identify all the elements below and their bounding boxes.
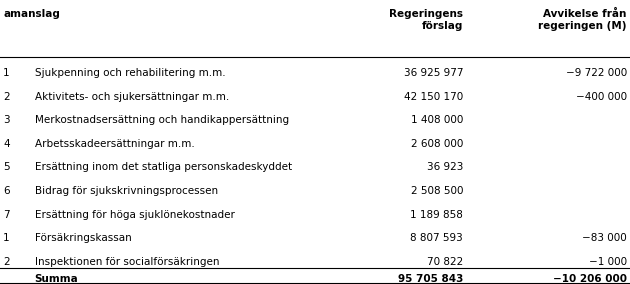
Text: Försäkringskassan: Försäkringskassan (35, 233, 132, 243)
Text: 5: 5 (3, 162, 10, 172)
Text: 1 189 858: 1 189 858 (410, 210, 463, 220)
Text: 6: 6 (3, 186, 10, 196)
Text: 8 807 593: 8 807 593 (410, 233, 463, 243)
Text: Avvikelse från
regeringen (M): Avvikelse från regeringen (M) (539, 9, 627, 31)
Text: Merkostnadsersättning och handikappersättning: Merkostnadsersättning och handikappersät… (35, 115, 289, 125)
Text: 2 608 000: 2 608 000 (411, 139, 463, 149)
Text: 1: 1 (3, 233, 10, 243)
Text: −83 000: −83 000 (582, 233, 627, 243)
Text: amanslag: amanslag (3, 9, 60, 18)
Text: Sjukpenning och rehabilitering m.m.: Sjukpenning och rehabilitering m.m. (35, 68, 226, 78)
Text: 70 822: 70 822 (427, 257, 463, 267)
Text: −10 206 000: −10 206 000 (553, 274, 627, 284)
Text: 2 508 500: 2 508 500 (411, 186, 463, 196)
Text: 1: 1 (3, 68, 10, 78)
Text: 42 150 170: 42 150 170 (404, 92, 463, 102)
Text: 7: 7 (3, 210, 10, 220)
Text: 3: 3 (3, 115, 10, 125)
Text: −9 722 000: −9 722 000 (566, 68, 627, 78)
Text: Summa: Summa (35, 274, 78, 284)
Text: 2: 2 (3, 257, 10, 267)
Text: Inspektionen för socialförsäkringen: Inspektionen för socialförsäkringen (35, 257, 219, 267)
Text: Arbetsskadeersättningar m.m.: Arbetsskadeersättningar m.m. (35, 139, 195, 149)
Text: 95 705 843: 95 705 843 (398, 274, 463, 284)
Text: 2: 2 (3, 92, 10, 102)
Text: −400 000: −400 000 (576, 92, 627, 102)
Text: 36 925 977: 36 925 977 (404, 68, 463, 78)
Text: Regeringens
förslag: Regeringens förslag (389, 9, 463, 31)
Text: 36 923: 36 923 (427, 162, 463, 172)
Text: Ersättning för höga sjuklönekostnader: Ersättning för höga sjuklönekostnader (35, 210, 234, 220)
Text: Ersättning inom det statliga personskadeskyddet: Ersättning inom det statliga personskade… (35, 162, 292, 172)
Text: 4: 4 (3, 139, 10, 149)
Text: Aktivitets- och sjukersättningar m.m.: Aktivitets- och sjukersättningar m.m. (35, 92, 229, 102)
Text: Bidrag för sjukskrivningsprocessen: Bidrag för sjukskrivningsprocessen (35, 186, 218, 196)
Text: −1 000: −1 000 (588, 257, 627, 267)
Text: 1 408 000: 1 408 000 (411, 115, 463, 125)
